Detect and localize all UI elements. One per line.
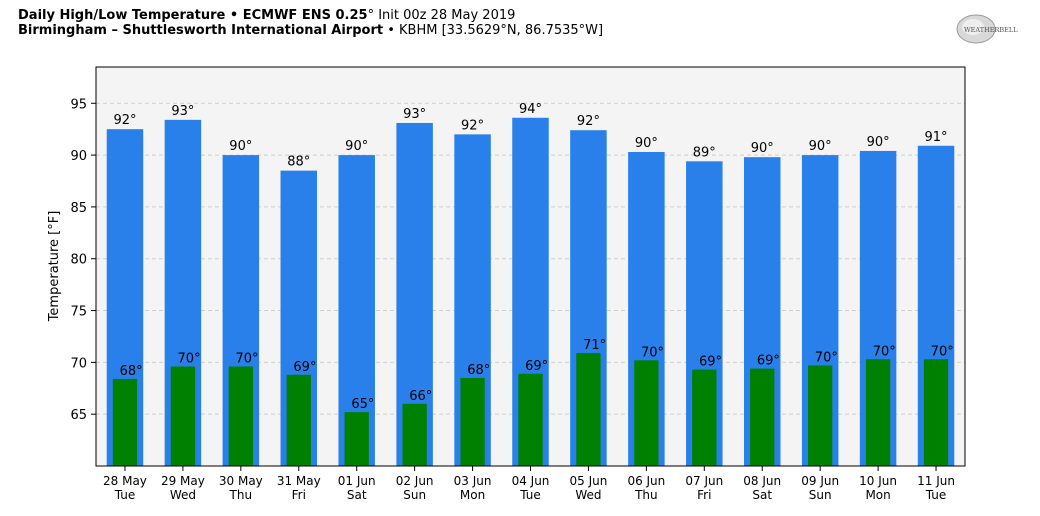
high-label: 89° xyxy=(693,145,716,160)
x-tick-day: Tue xyxy=(925,488,947,502)
data-labels: 92° 93° 90° 88° 90° 93° 92° 94° 92° 90° 89° 90° 90° 9… xyxy=(113,102,953,412)
low-bar xyxy=(692,369,717,466)
x-tick-date: 05 Jun xyxy=(570,474,608,488)
x-tick-date: 08 Jun xyxy=(743,474,781,488)
high-label: 91° xyxy=(925,130,948,145)
x-tick-date: 04 Jun xyxy=(512,474,550,488)
x-tick-day: Mon xyxy=(460,488,485,502)
low-bar xyxy=(344,412,369,466)
low-bar xyxy=(286,374,311,466)
x-tick-date: 01 Jun xyxy=(338,474,376,488)
low-label: 70° xyxy=(235,352,258,367)
weatherbell-logo: WEATHERBELL xyxy=(956,14,1018,44)
low-bar xyxy=(576,353,601,466)
x-tick-day: Fri xyxy=(292,488,306,502)
low-label: 70° xyxy=(931,344,954,359)
high-label: 88° xyxy=(287,155,310,170)
x-tick-date: 02 Jun xyxy=(396,474,434,488)
x-tick-date: 31 May xyxy=(277,474,321,488)
high-label: 90° xyxy=(809,139,832,154)
high-label: 92° xyxy=(461,118,484,133)
x-tick-day: Sat xyxy=(752,488,772,502)
chart-title: Daily High/Low Temperature • ECMWF ENS 0… xyxy=(18,8,516,23)
low-label: 70° xyxy=(178,352,201,367)
x-tick-date: 29 May xyxy=(161,474,205,488)
y-tick-label: 85 xyxy=(70,201,87,216)
y-tick-label: 75 xyxy=(70,305,87,320)
y-tick-label: 90 xyxy=(70,149,87,164)
logo-text: WEATHERBELL xyxy=(964,26,1018,34)
low-bar xyxy=(518,373,543,466)
y-tick-label: 95 xyxy=(70,97,87,112)
low-bar xyxy=(460,377,485,466)
low-bar xyxy=(402,403,427,466)
x-tick-day: Sun xyxy=(809,488,832,502)
low-label: 70° xyxy=(873,344,896,359)
x-tick-date: 09 Jun xyxy=(801,474,839,488)
x-tick-day: Sun xyxy=(403,488,426,502)
x-tick-day: Thu xyxy=(229,488,253,502)
low-label: 70° xyxy=(641,345,664,360)
low-bar xyxy=(865,359,891,466)
low-bar xyxy=(634,360,659,466)
x-tick-date: 28 May xyxy=(103,474,147,488)
high-label: 93° xyxy=(171,104,194,119)
high-label: 93° xyxy=(403,107,426,122)
high-label: 90° xyxy=(751,141,774,156)
y-tick-label: 80 xyxy=(70,253,87,268)
chart-subtitle: Birmingham – Shuttlesworth International… xyxy=(18,23,604,38)
low-label: 66° xyxy=(409,389,432,404)
low-label: 70° xyxy=(815,350,838,365)
low-series xyxy=(112,353,949,466)
high-label: 92° xyxy=(577,114,600,129)
high-label: 92° xyxy=(113,113,136,128)
x-tick-day: Mon xyxy=(865,488,890,502)
y-axis-label: Temperature [°F] xyxy=(47,211,62,323)
low-bar xyxy=(228,366,253,466)
x-tick-date: 06 Jun xyxy=(627,474,665,488)
x-tick-day: Fri xyxy=(697,488,711,502)
high-label: 90° xyxy=(635,136,658,151)
low-bar xyxy=(112,378,138,466)
high-label: 90° xyxy=(867,135,890,150)
low-label: 68° xyxy=(467,363,490,378)
x-tick-date: 03 Jun xyxy=(454,474,492,488)
high-label: 90° xyxy=(229,139,252,154)
x-tick-day: Tue xyxy=(519,488,541,502)
y-tick-label: 65 xyxy=(70,408,87,423)
low-label: 69° xyxy=(757,354,780,369)
low-bar xyxy=(170,366,196,466)
x-tick-date: 11 Jun xyxy=(917,474,955,488)
high-label: 90° xyxy=(345,139,368,154)
x-tick-day: Wed xyxy=(170,488,196,502)
x-tick-day: Tue xyxy=(114,488,136,502)
x-tick-date: 10 Jun xyxy=(859,474,897,488)
low-label: 69° xyxy=(293,360,316,375)
low-label: 68° xyxy=(120,364,143,379)
y-axis: 65 70 75 80 85 90 95 xyxy=(70,97,96,423)
x-tick-day: Wed xyxy=(575,488,601,502)
low-bar xyxy=(923,359,949,466)
x-tick-date: 07 Jun xyxy=(685,474,723,488)
low-label: 69° xyxy=(525,359,548,374)
low-label: 71° xyxy=(583,338,606,353)
low-label: 65° xyxy=(351,397,374,412)
y-tick-label: 70 xyxy=(70,356,87,371)
high-label: 94° xyxy=(519,102,542,117)
low-label: 69° xyxy=(699,355,722,370)
x-tick-day: Sat xyxy=(347,488,367,502)
low-bar xyxy=(808,365,833,466)
low-bar xyxy=(750,368,775,466)
x-tick-day: Thu xyxy=(634,488,658,502)
x-tick-date: 30 May xyxy=(219,474,263,488)
